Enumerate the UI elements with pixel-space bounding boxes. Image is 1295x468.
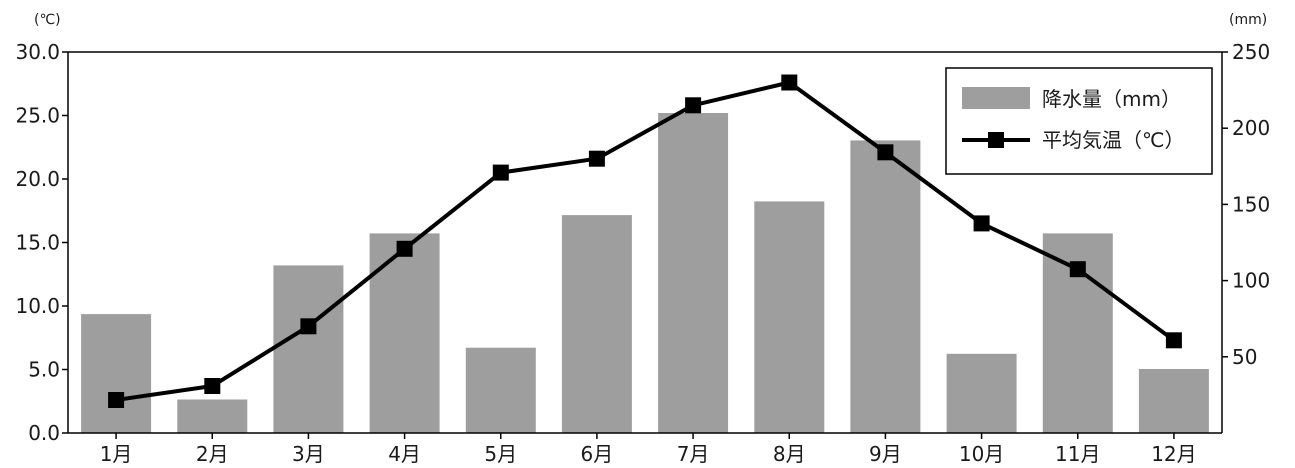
- left-tick-label: 15.0: [15, 231, 60, 255]
- x-tick-label-9: 9月: [869, 442, 902, 466]
- temperature-point-11: [1069, 261, 1086, 278]
- temperature-point-6: [588, 150, 605, 167]
- temperature-point-10: [973, 215, 990, 232]
- precipitation-bar-1: [81, 314, 152, 433]
- temperature-point-2: [204, 378, 221, 394]
- right-tick-label: 50: [1232, 345, 1257, 369]
- temperature-point-4: [396, 240, 413, 257]
- precipitation-bar-6: [561, 215, 632, 433]
- legend-temperature-marker: [988, 132, 1004, 148]
- x-tick-label-1: 1月: [100, 442, 133, 466]
- temperature-point-9: [877, 144, 894, 161]
- precipitation-bar-4: [369, 233, 440, 433]
- legend-temperature-label: 平均気温（℃）: [1042, 128, 1184, 152]
- right-tick-label: 200: [1232, 116, 1270, 140]
- left-tick-label: 20.0: [15, 167, 60, 191]
- x-tick-label-2: 2月: [196, 442, 229, 466]
- temperature-point-5: [492, 164, 509, 181]
- right-axis-unit: (mm): [1229, 12, 1267, 28]
- temperature-point-3: [300, 318, 317, 335]
- right-tick-label: 150: [1232, 192, 1270, 216]
- precipitation-bar-9: [850, 140, 921, 433]
- legend-precipitation-label: 降水量（mm）: [1042, 87, 1181, 111]
- right-tick-label: 100: [1232, 269, 1270, 293]
- precipitation-bar-2: [177, 399, 248, 433]
- legend-box: [945, 67, 1213, 175]
- right-tick-label: 250: [1232, 40, 1270, 64]
- temperature-point-8: [781, 74, 798, 91]
- precipitation-bar-5: [465, 347, 536, 433]
- x-tick-label-8: 8月: [773, 442, 806, 466]
- precipitation-bar-12: [1138, 369, 1209, 433]
- x-tick-label-12: 12月: [1151, 442, 1196, 466]
- left-tick-label: 5.0: [28, 358, 60, 382]
- x-tick-label-3: 3月: [292, 442, 325, 466]
- precipitation-bar-10: [946, 353, 1017, 433]
- x-tick-label-4: 4月: [388, 442, 421, 466]
- left-tick-label: 0.0: [28, 421, 60, 445]
- x-tick-label-11: 11月: [1055, 442, 1100, 466]
- precipitation-bar-7: [658, 113, 729, 433]
- left-tick-label: 10.0: [15, 294, 60, 318]
- legend-precipitation-swatch: [962, 87, 1030, 109]
- x-tick-label-7: 7月: [677, 442, 710, 466]
- precipitation-bar-3: [273, 265, 344, 433]
- left-axis-unit: (℃): [34, 12, 61, 28]
- left-tick-label: 25.0: [15, 104, 60, 128]
- x-tick-label-10: 10月: [959, 442, 1004, 466]
- x-tick-label-6: 6月: [581, 442, 614, 466]
- temperature-point-1: [108, 392, 125, 408]
- temperature-point-12: [1165, 332, 1182, 349]
- temperature-line: [115, 80, 1176, 402]
- x-tick-label-5: 5月: [484, 442, 517, 466]
- precipitation-bar-8: [754, 201, 825, 433]
- left-tick-label: 30.0: [15, 40, 60, 64]
- temperature-point-7: [685, 97, 702, 114]
